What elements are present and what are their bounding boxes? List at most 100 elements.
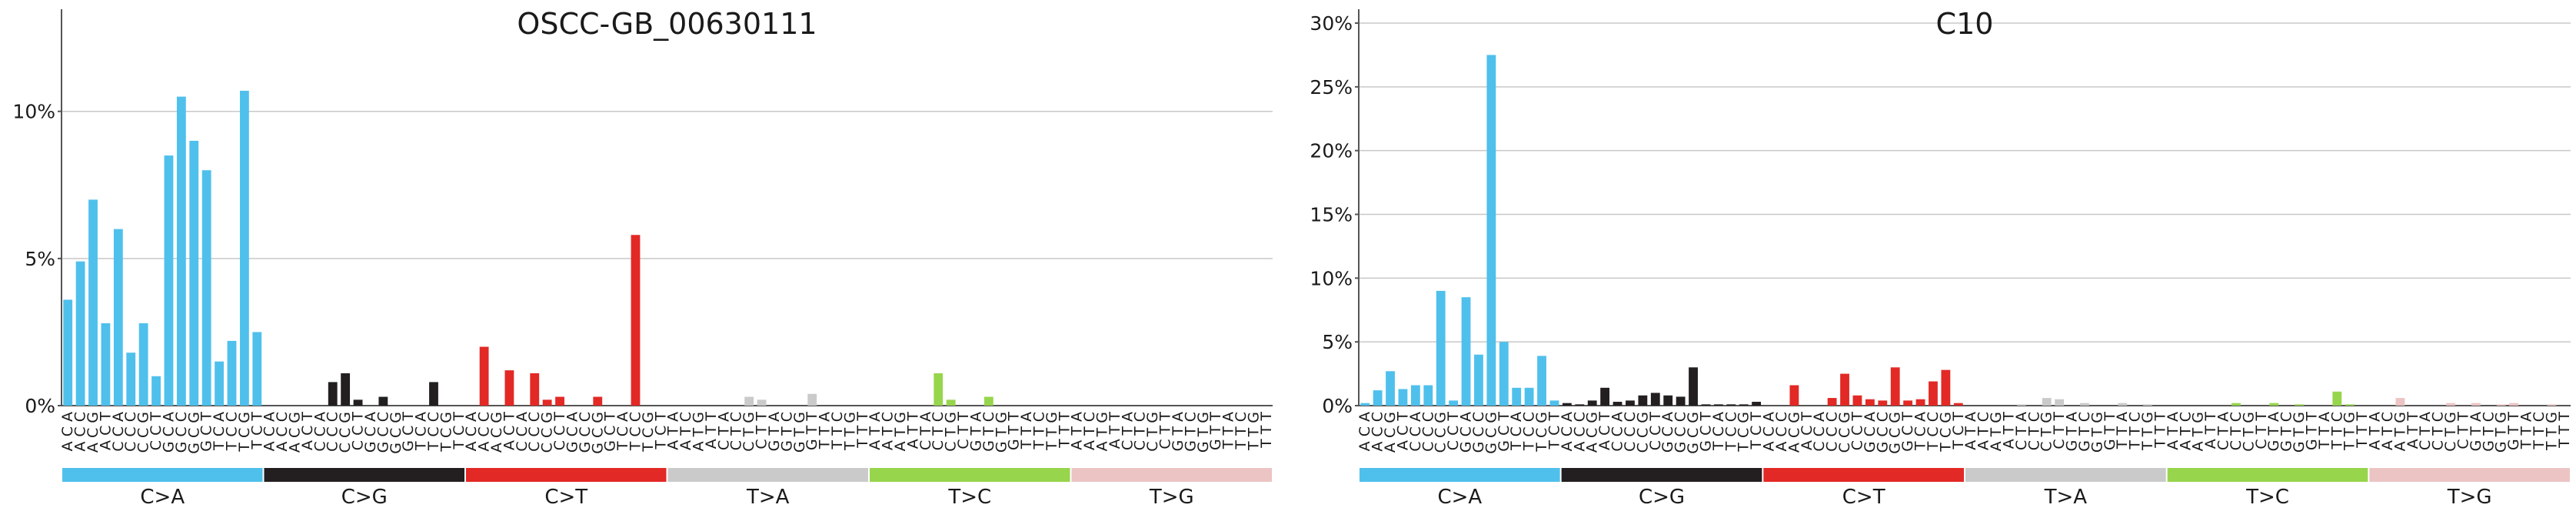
- y-tick-label: 5%: [1322, 331, 1353, 353]
- x-tick-label: A C G: [1584, 412, 1601, 453]
- bar: [2332, 391, 2342, 406]
- bar: [176, 96, 186, 406]
- x-tick-label: A C A: [261, 412, 278, 451]
- bar: [1752, 402, 1762, 406]
- x-tick-label: T T C: [2328, 412, 2345, 450]
- bar: [1575, 404, 1585, 406]
- bar: [946, 399, 956, 406]
- x-tick-label: G T T: [804, 412, 820, 450]
- x-tick-label: G C A: [564, 412, 581, 453]
- bar: [1840, 373, 1849, 406]
- x-tick-label: A C T: [501, 412, 518, 450]
- bar: [215, 361, 224, 406]
- x-tick-label: G T A: [2064, 412, 2081, 451]
- x-tick-label: C T G: [1144, 412, 1161, 452]
- x-tick-label: A C C: [1571, 412, 1588, 452]
- bar: [1663, 395, 1673, 406]
- x-tick-label: T T C: [2127, 412, 2144, 450]
- bar: [1461, 297, 1471, 406]
- x-tick-label: T T A: [1220, 412, 1237, 449]
- x-tick-label: T C G: [1533, 412, 1550, 453]
- x-tick-label: A T T: [2000, 412, 2017, 449]
- x-tick-label: A T C: [1081, 412, 1098, 450]
- bar: [1739, 404, 1749, 406]
- bar: [88, 199, 98, 406]
- mutation-group-bar: [1561, 468, 1762, 482]
- x-tick-label: T T T: [2354, 412, 2371, 449]
- y-tick-label: 30%: [1310, 12, 1353, 35]
- x-tick-label: T T T: [854, 412, 871, 449]
- x-tick-label: T C G: [640, 412, 657, 453]
- x-tick-label: G T C: [2480, 412, 2497, 452]
- x-tick-label: A T T: [2405, 412, 2421, 449]
- x-tick-label: T C A: [1912, 412, 1929, 451]
- x-tick-label: T T A: [2316, 412, 2333, 449]
- x-tick-label: T T T: [1258, 412, 1275, 449]
- x-tick-label: T C T: [652, 412, 669, 450]
- x-tick-label: T C G: [1736, 412, 1752, 453]
- mutation-group-label: C>A: [1437, 486, 1482, 509]
- x-tick-label: G T G: [993, 412, 1010, 453]
- x-tick-label: C T C: [728, 412, 745, 450]
- x-tick-label: A T A: [2165, 412, 2182, 450]
- bar: [744, 396, 754, 406]
- bar: [1600, 387, 1610, 406]
- x-tick-label: A C G: [1786, 412, 1802, 453]
- x-tick-label: T C G: [1937, 412, 1954, 453]
- bar: [2471, 403, 2481, 406]
- x-tick-label: T C G: [438, 412, 454, 453]
- x-tick-label: T C C: [425, 412, 442, 451]
- x-tick-label: C C G: [1433, 412, 1449, 453]
- bar: [1827, 398, 1837, 406]
- x-tick-label: G C T: [1496, 412, 1513, 452]
- bar: [542, 399, 552, 406]
- x-tick-label: T C T: [248, 412, 265, 450]
- x-tick-label: A C C: [1370, 412, 1386, 452]
- x-tick-label: A C G: [488, 412, 505, 453]
- bar: [2080, 403, 2089, 406]
- x-tick-label: G C C: [374, 412, 391, 453]
- x-tick-label: A C A: [1356, 412, 1373, 451]
- bar: [1373, 390, 1383, 406]
- x-tick-label: C C C: [1824, 412, 1841, 452]
- bar: [1449, 400, 1459, 406]
- x-tick-label: G T A: [1170, 412, 1186, 451]
- x-tick-label: G T A: [967, 412, 984, 451]
- x-tick-label: A C T: [1596, 412, 1613, 450]
- bar: [2269, 403, 2279, 406]
- x-tick-label: G T G: [2291, 412, 2308, 453]
- bar: [1410, 385, 1420, 406]
- bar: [530, 373, 540, 406]
- x-tick-label: C T G: [943, 412, 960, 452]
- bar: [1638, 395, 1648, 406]
- bar: [1537, 356, 1546, 406]
- x-tick-label: A T T: [904, 412, 921, 449]
- bar: [1612, 402, 1622, 406]
- y-tick-label: 10%: [12, 101, 55, 123]
- mutation-group-label: T>A: [2044, 486, 2088, 509]
- mutation-group-bar: [264, 468, 464, 482]
- x-tick-label: C C A: [514, 412, 531, 452]
- x-tick-label: A C A: [1559, 412, 1576, 451]
- bar: [2232, 403, 2241, 406]
- x-tick-label: C T C: [2228, 412, 2245, 450]
- mutation-group-bar: [1763, 468, 1964, 482]
- x-tick-label: T T A: [1018, 412, 1035, 449]
- mutation-group-label: T>G: [1149, 486, 1194, 509]
- bar: [2042, 398, 2052, 406]
- mutation-group-bar: [1360, 468, 1560, 482]
- x-tick-label: A T G: [892, 412, 909, 451]
- mutation-group-bar: [1071, 468, 1272, 482]
- x-tick-label: A C T: [299, 412, 316, 450]
- x-tick-label: A T A: [1962, 412, 1979, 450]
- bar: [807, 393, 817, 406]
- mutation-group-label: C>A: [140, 486, 185, 509]
- bar: [378, 396, 388, 406]
- bar: [2446, 403, 2455, 406]
- bar: [2295, 404, 2304, 406]
- bar: [101, 322, 111, 406]
- x-tick-label: C C C: [324, 412, 341, 452]
- x-tick-label: G C A: [1458, 412, 1475, 453]
- bar: [1512, 387, 1522, 406]
- bar: [63, 299, 73, 406]
